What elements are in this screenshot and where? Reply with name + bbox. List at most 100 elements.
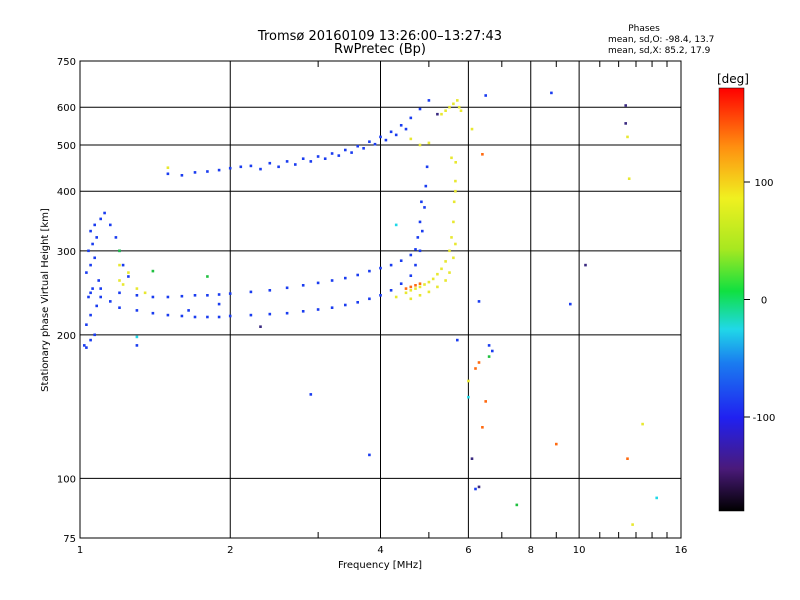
data-point [484, 400, 487, 403]
data-point [477, 300, 481, 303]
data-point [135, 287, 139, 290]
data-point [424, 184, 428, 188]
data-point [470, 457, 474, 460]
data-point [389, 263, 393, 267]
data-point [627, 177, 631, 180]
data-point [368, 453, 371, 457]
data-point [444, 279, 447, 282]
data-point [418, 107, 422, 111]
data-point [481, 426, 484, 429]
data-point [423, 283, 426, 286]
data-point [399, 124, 403, 127]
data-point [89, 291, 92, 295]
data-point [217, 168, 221, 172]
data-point [217, 293, 221, 296]
x-tick-label: 4 [377, 545, 383, 556]
data-point [368, 297, 371, 301]
data-point [450, 236, 453, 239]
data-point [249, 290, 253, 294]
stats-heading: Phases [628, 24, 660, 34]
data-point [409, 297, 413, 301]
data-point [89, 263, 92, 267]
data-point [135, 294, 139, 297]
data-point [135, 344, 139, 347]
data-point [459, 109, 463, 112]
data-point [89, 313, 92, 317]
data-point [481, 153, 484, 156]
data-point [454, 161, 457, 164]
data-point [337, 154, 341, 157]
data-point [418, 249, 422, 253]
data-point [109, 223, 112, 227]
axis-ticks: 1 2 4 6 8 10 16 75 100 200 300 400 500 600 750 [57, 57, 687, 556]
data-point [474, 487, 477, 491]
data-point [323, 157, 327, 160]
y-axis-label: Stationary phase Virtual Height [km] [40, 208, 51, 392]
data-point [452, 256, 455, 260]
data-point [316, 155, 320, 158]
data-point [416, 236, 420, 239]
data-point [440, 267, 443, 271]
data-point [487, 344, 491, 347]
data-point [448, 271, 451, 274]
data-point [418, 294, 422, 297]
data-point [121, 263, 125, 267]
data-point [121, 283, 125, 286]
data-point [436, 285, 439, 289]
data-point [436, 112, 439, 116]
data-point [87, 295, 90, 299]
data-point [389, 289, 393, 292]
data-point [454, 189, 457, 193]
data-point [368, 140, 371, 143]
data-point [491, 349, 494, 353]
data-point [409, 285, 413, 289]
data-point [624, 122, 627, 125]
data-point [193, 294, 197, 297]
data-point [624, 104, 627, 107]
colorbar-gradient [718, 87, 745, 512]
data-point [427, 141, 431, 145]
stats-x-line: mean, sd,X: 85.2, 17.9 [608, 46, 711, 56]
data-point [399, 259, 403, 262]
x-tick-label: 2 [227, 545, 233, 556]
data-point [450, 156, 453, 160]
data-point [436, 272, 439, 276]
data-point [127, 271, 130, 274]
data-point [384, 138, 388, 142]
y-tick-label: 75 [63, 534, 76, 545]
data-point [344, 276, 347, 280]
stats-o-line: mean, sd,O: -98.4, 13.7 [608, 35, 714, 45]
data-point [394, 133, 398, 137]
data-point [268, 289, 272, 292]
data-point [418, 282, 422, 285]
data-point [409, 289, 413, 292]
data-point [118, 249, 121, 253]
data-point [394, 223, 398, 227]
data-point [143, 291, 147, 295]
data-point [379, 135, 382, 139]
data-point [427, 99, 431, 102]
data-point [309, 160, 313, 163]
y-tick-label: 750 [57, 57, 76, 68]
data-point [95, 236, 98, 239]
data-point [356, 144, 359, 148]
data-point [277, 165, 280, 169]
data-point [285, 160, 289, 163]
grid-lines [80, 61, 681, 538]
data-point [389, 130, 393, 134]
y-tick-label: 500 [57, 141, 76, 152]
data-point [456, 99, 459, 102]
data-point [454, 179, 457, 183]
data-point [301, 284, 305, 287]
data-point [448, 249, 451, 253]
data-point [99, 295, 102, 299]
data-point [109, 300, 112, 303]
data-point [456, 338, 459, 342]
data-point [217, 302, 221, 306]
data-point [268, 161, 272, 165]
data-point [135, 335, 139, 339]
data-point [206, 275, 209, 278]
data-point [206, 170, 209, 173]
data-point [631, 523, 634, 526]
data-point [330, 306, 334, 309]
